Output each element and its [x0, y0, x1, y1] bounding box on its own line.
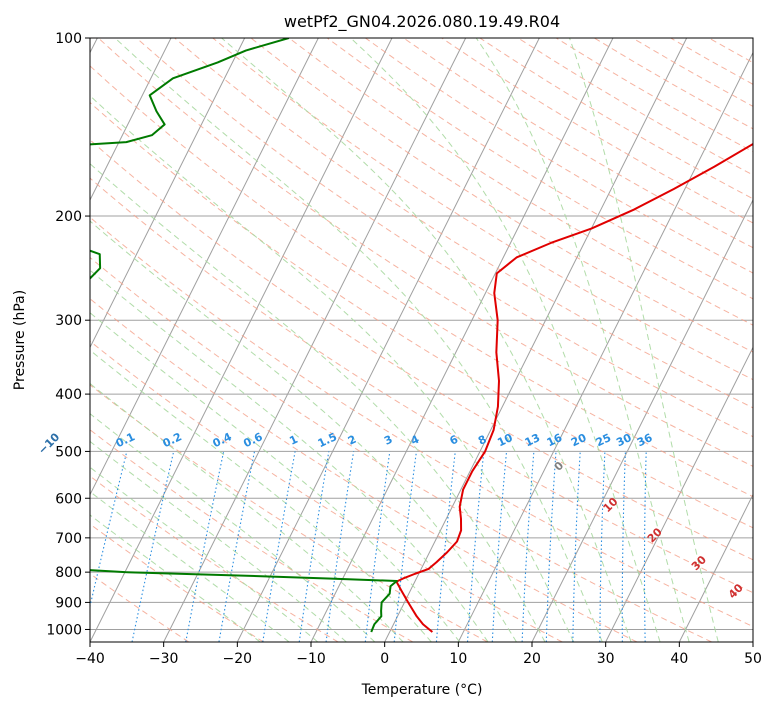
isotherm-line — [90, 38, 319, 496]
mixing-ratio-line — [90, 451, 128, 609]
y-tick-label: 200 — [55, 209, 82, 225]
moist-adiabat-line — [90, 163, 546, 642]
dry-adiabat-line — [90, 65, 753, 498]
mixing-ratio-line — [262, 451, 296, 642]
temperature-profile-line — [395, 142, 753, 633]
isotherm-line — [605, 346, 753, 642]
isotherm-line — [90, 38, 393, 642]
x-tick-label: −20 — [223, 651, 253, 667]
dry-adiabat-line — [90, 139, 753, 561]
isotherm-line — [457, 51, 753, 642]
isotherm-line — [531, 198, 753, 642]
mixing-ratio-line — [325, 451, 355, 642]
profile-lines — [90, 38, 753, 633]
moist-adiabat-line — [350, 38, 661, 642]
dry-adiabat-line — [90, 216, 753, 628]
x-tick-label: 10 — [449, 651, 467, 667]
moist-adiabat-line — [114, 38, 603, 642]
x-tick-label: 20 — [523, 651, 541, 667]
y-tick-label: 800 — [55, 565, 82, 581]
x-tick-label: −40 — [75, 651, 105, 667]
dry-adiabat-line — [90, 384, 488, 642]
dry-adiabat-line — [90, 177, 753, 594]
chart-title: wetPf2_GN04.2026.080.19.49.R04 — [284, 12, 560, 32]
mixing-ratio-label: 25 — [594, 431, 613, 449]
mixing-ratio-label: 36 — [635, 431, 655, 449]
y-tick-label: 900 — [55, 595, 82, 611]
x-tick-label: 30 — [597, 651, 615, 667]
moist-adiabat-line — [90, 312, 461, 642]
x-axis-label: Temperature (°C) — [361, 682, 483, 698]
mixing-ratio-line — [435, 451, 456, 642]
plot-frame — [89, 37, 754, 643]
y-tick-label: 300 — [55, 313, 82, 329]
isotherm-line — [384, 38, 688, 642]
mixing-ratio-line — [393, 451, 417, 642]
y-tick-label: 1000 — [46, 622, 82, 638]
mixing-ratio-line — [364, 451, 391, 642]
y-axis-label: Pressure (hPa) — [12, 290, 28, 390]
y-tick-label: 100 — [55, 31, 82, 47]
dry-adiabat-line — [212, 38, 753, 381]
isotherm-line — [163, 38, 467, 642]
dry-adiabat-line — [90, 256, 712, 642]
dry-adiabat-line — [90, 429, 414, 642]
dry-adiabat-line — [90, 573, 190, 642]
x-tick-label: 50 — [744, 651, 762, 667]
moist-adiabat-line — [475, 38, 690, 642]
dry-adiabat-line — [90, 101, 753, 529]
mixing-ratio-line — [298, 451, 330, 642]
moist-adiabat-line — [90, 220, 517, 642]
y-tick-label: 400 — [55, 387, 82, 403]
dry-adiabat-line — [97, 38, 753, 467]
y-tick-label: 500 — [55, 444, 82, 460]
x-tick-label: −30 — [149, 651, 179, 667]
y-tick-label: 700 — [55, 531, 82, 547]
mixing-ratio-label: 30 — [614, 431, 634, 449]
dry-adiabat-line — [250, 38, 753, 353]
moist-adiabat-line — [90, 440, 347, 642]
x-tick-label: 40 — [670, 651, 688, 667]
x-tick-label: 0 — [380, 651, 389, 667]
moist-adiabat-line — [90, 514, 261, 642]
moist-adiabat-line — [90, 95, 575, 642]
mixing-ratio-label: 20 — [569, 431, 589, 449]
mixing-ratio-label: 16 — [545, 431, 565, 449]
dry-adiabat-line — [90, 340, 563, 642]
moist-adiabat-line — [90, 466, 319, 642]
isotherm-line — [90, 38, 172, 202]
dry-adiabat-line — [90, 475, 339, 642]
axis-ticks: −40 −30 −20 −10 0 10 20 30 40 50 100 200 300 400 500 60… — [46, 31, 762, 667]
x-tick-label: −10 — [296, 651, 326, 667]
isotherm-line — [90, 38, 246, 349]
moist-adiabat-line — [221, 38, 632, 642]
y-tick-label: 600 — [55, 491, 82, 507]
moist-adiabat-line — [90, 413, 376, 642]
moist-adiabat-line — [569, 38, 719, 642]
isotherm-line — [236, 38, 540, 642]
background-lines — [90, 38, 753, 642]
mixing-ratio-label: 13 — [523, 431, 542, 449]
mixing-ratio-label: 10 — [495, 431, 515, 449]
moist-adiabat-line — [90, 269, 489, 642]
isotherm-line — [678, 493, 753, 642]
